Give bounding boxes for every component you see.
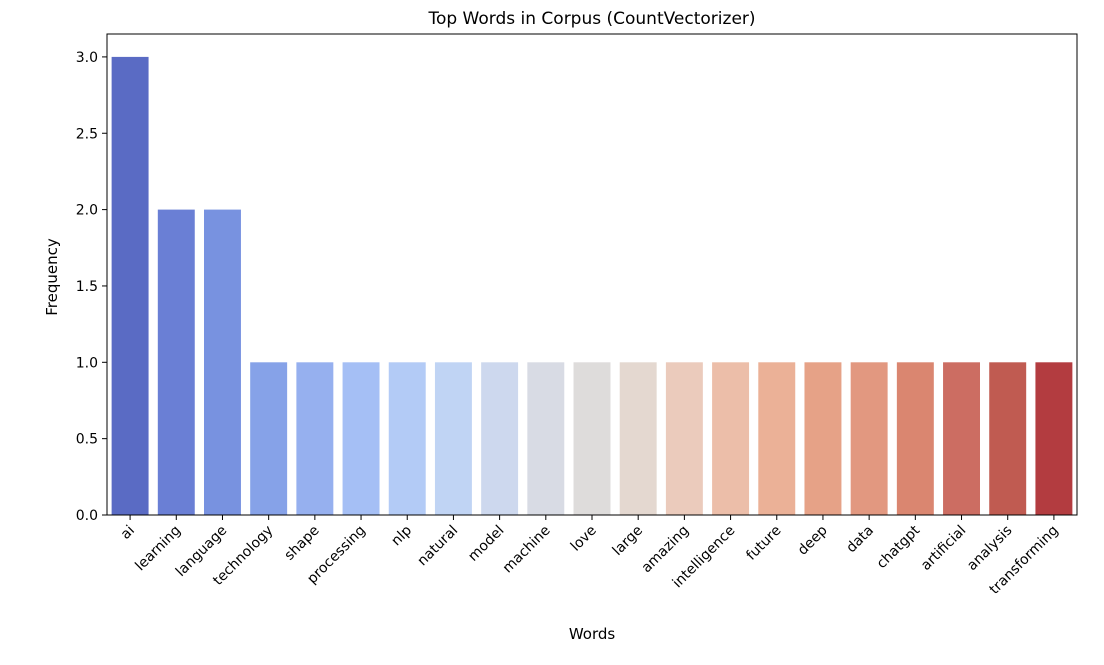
bar-nlp [388, 362, 426, 515]
x-tick-label: data [843, 523, 877, 557]
bar-learning [157, 209, 195, 515]
y-axis-ticks: 0.0 0.5 1.0 1.5 2.0 2.5 3.0 [76, 50, 107, 524]
bar-deep [804, 362, 842, 515]
y-tick-label: 1.0 [76, 355, 98, 371]
plot-frame [106, 33, 1078, 516]
x-tick-label: artificial [918, 523, 969, 574]
bar-language [204, 209, 241, 515]
x-tick-label: large [610, 523, 646, 559]
bar-technology [250, 362, 288, 515]
bar-transforming [1035, 362, 1073, 515]
x-tick-label: ai [118, 523, 138, 543]
x-axis-label: Words [569, 625, 616, 643]
bar-processing [342, 362, 380, 515]
x-tick-label: nlp [388, 522, 415, 549]
bar-shape [296, 362, 334, 515]
bar-model [481, 362, 519, 515]
bar-large [619, 362, 657, 515]
bar-amazing [665, 362, 703, 515]
y-tick-label: 0.5 [76, 432, 98, 448]
bar-intelligence [712, 362, 750, 515]
bar-data [850, 362, 888, 515]
bar-artificial [943, 362, 980, 515]
bar-love [573, 362, 611, 515]
x-tick-label: model [465, 523, 507, 565]
x-tick-label: love [568, 523, 600, 555]
x-tick-label: chatgpt [874, 522, 924, 572]
y-tick-label: 2.0 [76, 203, 98, 219]
x-tick-label: deep [795, 522, 831, 558]
x-tick-label: machine [500, 523, 554, 577]
bar-ai [111, 56, 149, 516]
bar-future [758, 362, 796, 515]
x-tick-label: future [743, 523, 784, 564]
y-axis-label: Frequency [43, 238, 61, 316]
bar-chatgpt [896, 362, 934, 515]
y-tick-label: 0.0 [76, 508, 98, 524]
bars-layer [111, 56, 1073, 516]
chart-title: Top Words in Corpus (CountVectorizer) [427, 9, 755, 29]
bar-natural [434, 362, 472, 515]
x-tick-label: natural [415, 523, 462, 570]
y-tick-label: 1.5 [76, 279, 98, 295]
y-tick-label: 2.5 [76, 126, 98, 142]
bar-analysis [989, 362, 1027, 515]
bar-machine [527, 362, 565, 515]
y-tick-label: 3.0 [76, 50, 98, 66]
x-tick-label: shape [281, 523, 322, 564]
